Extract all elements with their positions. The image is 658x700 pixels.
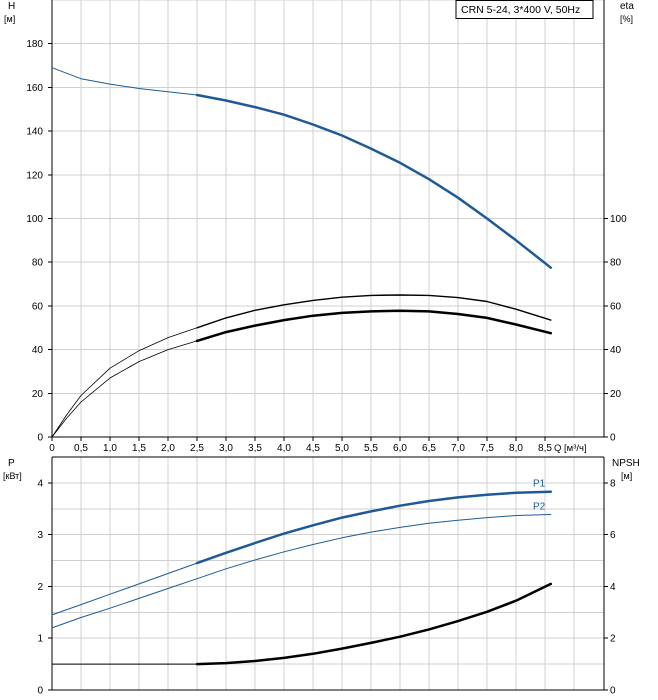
x-tick-label: 7,5 bbox=[480, 443, 494, 454]
right-tick-label: 100 bbox=[610, 214, 627, 225]
x-tick-label: 7,0 bbox=[451, 443, 465, 454]
x-tick-label: 6,0 bbox=[393, 443, 407, 454]
curve-eta-upper-extended bbox=[51, 327, 198, 438]
curve-eta-lower bbox=[195, 309, 553, 343]
left-tick-label: 180 bbox=[26, 39, 43, 50]
axis-layer bbox=[48, 0, 608, 691]
right-axis-unit: [%] bbox=[620, 14, 633, 24]
x-tick-label: 6,5 bbox=[422, 443, 436, 454]
right-tick-label: 8 bbox=[610, 478, 616, 489]
right-axis-unit: [м] bbox=[621, 471, 632, 481]
legend-box bbox=[455, 0, 594, 19]
right-tick-label: 20 bbox=[610, 389, 622, 400]
left-tick-label: 1 bbox=[37, 634, 43, 645]
x-tick-label: 0,5 bbox=[74, 443, 88, 454]
left-tick-label: 20 bbox=[32, 389, 44, 400]
left-axis-unit: [кВт] bbox=[3, 471, 22, 481]
x-tick-label: 3,5 bbox=[248, 443, 262, 454]
curve-P1 bbox=[195, 490, 553, 565]
left-tick-label: 80 bbox=[32, 258, 44, 269]
right-tick-label: 2 bbox=[610, 634, 616, 645]
right-tick-label: 80 bbox=[610, 258, 622, 269]
x-tick-label: 2,0 bbox=[161, 443, 175, 454]
right-tick-label: 40 bbox=[610, 345, 622, 356]
curve-H bbox=[195, 93, 553, 269]
left-axis-title: H bbox=[8, 1, 15, 12]
series-label-p1: P1 bbox=[533, 479, 546, 490]
series-label-p2: P2 bbox=[533, 501, 546, 512]
left-tick-label: 100 bbox=[26, 214, 43, 225]
left-tick-label: 160 bbox=[26, 83, 43, 94]
x-tick-label: 4,0 bbox=[277, 443, 291, 454]
left-tick-label: 120 bbox=[26, 170, 43, 181]
text-layer: 020406080100120140160180020406080100H[м]… bbox=[3, 1, 640, 697]
right-axis-title: NPSH bbox=[612, 458, 640, 469]
curve-H-extended bbox=[51, 67, 198, 96]
legend: CRN 5-24, 3*400 V, 50Hz bbox=[455, 0, 594, 19]
left-tick-label: 140 bbox=[26, 127, 43, 138]
curve-NPSH bbox=[195, 582, 553, 666]
curve-P1-extended bbox=[51, 562, 198, 616]
x-tick-label: 5,0 bbox=[335, 443, 349, 454]
left-tick-label: 60 bbox=[32, 301, 44, 312]
right-tick-label: 60 bbox=[610, 301, 622, 312]
left-tick-label: 4 bbox=[37, 478, 43, 489]
right-axis-title: eta bbox=[620, 1, 634, 12]
left-tick-label: 40 bbox=[32, 345, 44, 356]
left-tick-label: 3 bbox=[37, 530, 43, 541]
left-tick-label: 0 bbox=[37, 686, 43, 697]
right-tick-label: 6 bbox=[610, 530, 616, 541]
x-tick-label: 1,5 bbox=[132, 443, 146, 454]
curve-P2 bbox=[196, 514, 552, 580]
x-axis-title: Q [м³/ч] bbox=[554, 443, 587, 454]
left-axis-title: P bbox=[8, 458, 15, 469]
curve-eta-upper bbox=[196, 294, 552, 329]
curve-layer bbox=[51, 67, 553, 666]
x-tick-label: 2,5 bbox=[190, 443, 204, 454]
left-tick-label: 2 bbox=[37, 582, 43, 593]
grid-layer bbox=[52, 0, 604, 690]
x-tick-label: 0 bbox=[49, 443, 55, 454]
x-tick-label: 3,0 bbox=[219, 443, 233, 454]
x-tick-label: 4,5 bbox=[306, 443, 320, 454]
curve-eta-lower-extended bbox=[51, 340, 198, 438]
x-tick-label: 8,0 bbox=[509, 443, 523, 454]
x-tick-label: 5,5 bbox=[364, 443, 378, 454]
left-tick-label: 0 bbox=[37, 433, 43, 444]
x-tick-label: 8,5 bbox=[538, 443, 552, 454]
right-tick-label: 0 bbox=[610, 686, 616, 697]
right-tick-label: 0 bbox=[610, 433, 616, 444]
curve-P2-extended bbox=[51, 578, 198, 629]
left-axis-unit: [м] bbox=[4, 14, 15, 24]
x-tick-label: 1,0 bbox=[103, 443, 117, 454]
right-tick-label: 4 bbox=[610, 582, 616, 593]
legend-text: CRN 5-24, 3*400 V, 50Hz bbox=[461, 4, 580, 16]
